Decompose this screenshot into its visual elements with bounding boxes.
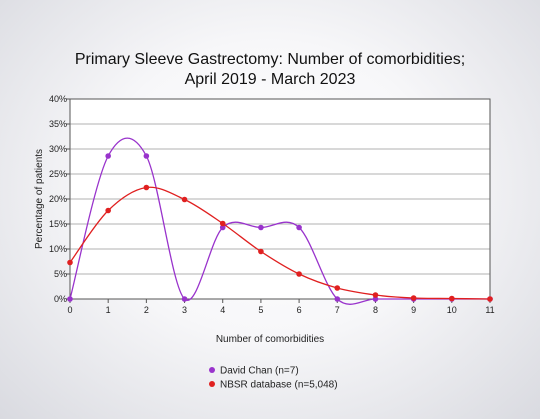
y-tick-label: 25% xyxy=(49,169,67,179)
x-tick-label: 0 xyxy=(67,305,72,315)
y-tick-label: 10% xyxy=(49,244,67,254)
x-tick-label: 2 xyxy=(144,305,149,315)
x-tick-label: 10 xyxy=(447,305,457,315)
x-tick-label: 4 xyxy=(220,305,225,315)
x-tick-label: 11 xyxy=(485,305,494,315)
data-point xyxy=(105,153,111,159)
chart-title-line1: Primary Sleeve Gastrectomy: Number of co… xyxy=(75,51,465,68)
x-tick-label: 9 xyxy=(411,305,416,315)
data-point xyxy=(410,295,417,301)
x-tick-labels: 0 1 2 3 4 5 6 7 8 9 10 11 xyxy=(67,305,494,315)
x-tick-label: 6 xyxy=(297,305,302,315)
data-point xyxy=(67,296,73,302)
data-point xyxy=(181,296,188,302)
data-point xyxy=(296,224,302,231)
x-tick-label: 7 xyxy=(335,305,340,315)
x-tick-label: 3 xyxy=(182,305,187,315)
x-axis-title: Number of comorbidities xyxy=(216,334,324,345)
y-tick-labels: 0% 5% 10% 15% 20% 25% 30% 35% 40% xyxy=(49,94,67,304)
y-tick-label: 0% xyxy=(54,294,67,304)
data-point xyxy=(219,220,226,227)
data-point xyxy=(258,224,264,231)
legend-label: David Chan (n=7) xyxy=(220,366,299,377)
legend-label: NBSR database (n=5,048) xyxy=(220,380,338,391)
y-tick-label: 40% xyxy=(49,94,67,104)
data-point xyxy=(296,271,302,277)
data-point xyxy=(334,296,341,302)
data-point xyxy=(181,196,188,203)
legend-marker xyxy=(209,381,215,387)
data-point xyxy=(105,207,111,214)
data-point xyxy=(487,296,493,302)
y-tick-label: 15% xyxy=(49,219,67,229)
legend: David Chan (n=7) NBSR database (n=5,048) xyxy=(209,366,338,391)
data-point xyxy=(67,259,73,266)
data-point xyxy=(334,285,341,291)
x-tick-label: 1 xyxy=(106,305,111,315)
y-tick-label: 35% xyxy=(49,119,67,129)
grid-lines xyxy=(66,98,491,303)
chart-title-line2: April 2019 - March 2023 xyxy=(185,71,356,88)
y-tick-label: 20% xyxy=(49,194,67,204)
data-point xyxy=(258,248,264,255)
data-point xyxy=(143,153,150,159)
legend-marker xyxy=(209,367,215,373)
data-point xyxy=(219,224,226,231)
data-point xyxy=(143,184,150,191)
data-point xyxy=(449,295,455,302)
series-group xyxy=(67,137,493,305)
x-tick-label: 5 xyxy=(258,305,263,315)
data-point xyxy=(372,292,379,298)
y-tick-label: 5% xyxy=(54,269,67,279)
y-tick-label: 30% xyxy=(49,144,67,154)
y-axis-title: Percentage of patients xyxy=(34,149,45,249)
data-point xyxy=(372,296,379,302)
x-tick-label: 8 xyxy=(373,305,378,315)
